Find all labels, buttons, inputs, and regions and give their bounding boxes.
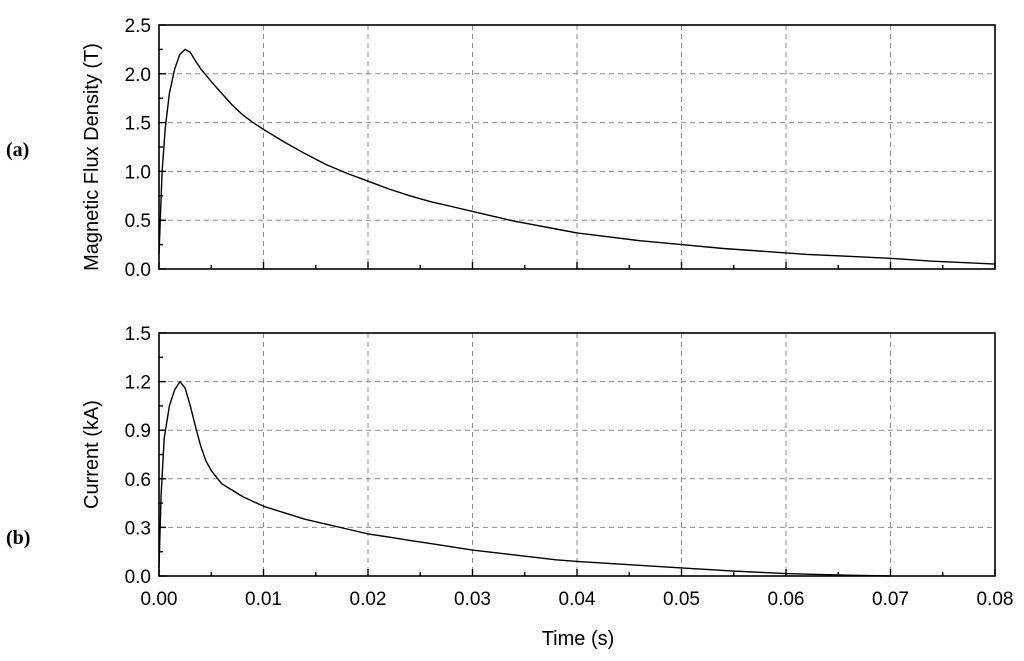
flux-density-y-tick-label: 0.5 — [125, 211, 151, 232]
current-y-tick-labels: 0.0 0.3 0.6 0.9 1.2 1.5 — [125, 324, 151, 588]
time-x-tick-label: 0.02 — [350, 589, 387, 610]
flux-density-y-tick-labels: 0.0 0.5 1.0 1.5 2.0 2.5 — [125, 16, 151, 281]
flux-density-plot-frame — [158, 24, 996, 270]
flux-density-y-tick-label: 2.0 — [125, 65, 151, 86]
time-x-axis-title: Time (s) — [542, 628, 615, 650]
current-y-tick-label: 0.0 — [125, 567, 151, 588]
time-x-tick-label: 0.03 — [454, 589, 491, 610]
flux-density-y-axis-title: Magnetic Flux Density (T) — [81, 43, 103, 271]
time-x-tick-labels: 0.00 0.01 0.02 0.03 0.04 0.05 0.06 0.07 0.08 — [141, 589, 1014, 610]
current-gridlines — [159, 333, 995, 576]
flux-density-y-tick-label: 0.0 — [125, 260, 151, 281]
current-panel: 0.00.30.60.91.21.5 0.00 0.01 0.02 0.03 0.04 0… — [6, 324, 1013, 650]
flux-density-line — [158, 48, 996, 265]
current-y-tick-label: 1.5 — [125, 324, 151, 345]
time-x-tick-label: 0.05 — [663, 589, 700, 610]
flux-density-panel: 0.0 0.5 1.0 1.5 2.0 2.5 Magnetic Flux Density… — [6, 16, 996, 281]
time-x-tick-label: 0.00 — [141, 589, 178, 610]
flux-density-y-tick-label: 1.5 — [125, 114, 151, 135]
flux-density-y-tick-label: 2.5 — [125, 16, 151, 37]
panel-a-label: (a) — [6, 139, 29, 161]
current-y-tick-label: 0.3 — [125, 518, 151, 539]
time-x-tick-label: 0.01 — [245, 589, 282, 610]
time-x-tick-label: 0.08 — [977, 589, 1014, 610]
time-x-tick-label: 0.07 — [872, 589, 909, 610]
flux-density-gridlines — [159, 25, 995, 269]
current-plot-frame — [158, 332, 996, 577]
current-y-axis-title: Current (kA) — [81, 400, 103, 509]
flux-density-y-tick-label: 1.0 — [125, 162, 151, 183]
panel-b-label: (b) — [6, 527, 30, 549]
current-y-tick-label: 0.6 — [125, 470, 151, 491]
current-line — [158, 380, 891, 577]
time-x-tick-label: 0.06 — [768, 589, 805, 610]
time-x-tick-label: 0.04 — [559, 589, 596, 610]
current-y-tick-label: 1.2 — [125, 373, 151, 394]
current-y-tick-label: 0.9 — [125, 421, 151, 442]
